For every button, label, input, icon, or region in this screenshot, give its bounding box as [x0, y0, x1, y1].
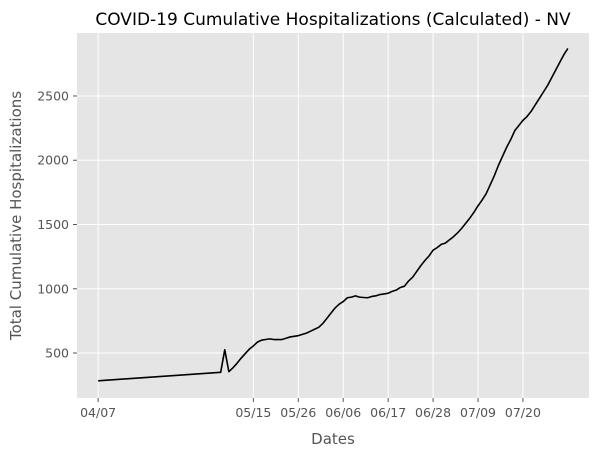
x-tick-label: 06/17: [370, 405, 406, 420]
grid-lines: [77, 33, 589, 398]
y-tick-label: 500: [45, 346, 69, 361]
x-tick-label: 05/26: [280, 405, 316, 420]
y-tick-label: 1500: [37, 217, 69, 232]
x-tick-label: 05/15: [235, 405, 271, 420]
x-axis-label: Dates: [311, 430, 355, 448]
y-tick-label: 2000: [37, 153, 69, 168]
x-tick-label: 06/06: [325, 405, 361, 420]
x-tick-label: 07/09: [460, 405, 496, 420]
y-axis-ticks: 500 1000 1500 2000 2500: [37, 88, 77, 361]
series-line: [98, 47, 569, 382]
y-tick-label: 1000: [37, 281, 69, 296]
x-axis-ticks: 04/07 05/15 05/26 06/06 06/17 06/28 07/09 07/20: [80, 398, 541, 420]
x-tick-label: 07/20: [505, 405, 541, 420]
x-tick-label: 06/28: [415, 405, 451, 420]
plot-area: [77, 33, 589, 398]
chart-title: COVID-19 Cumulative Hospitalizations (Ca…: [95, 10, 571, 30]
y-axis-label: Total Cumulative Hospitalizations: [7, 91, 25, 341]
y-tick-label: 2500: [37, 88, 69, 103]
x-tick-label: 04/07: [80, 405, 116, 420]
